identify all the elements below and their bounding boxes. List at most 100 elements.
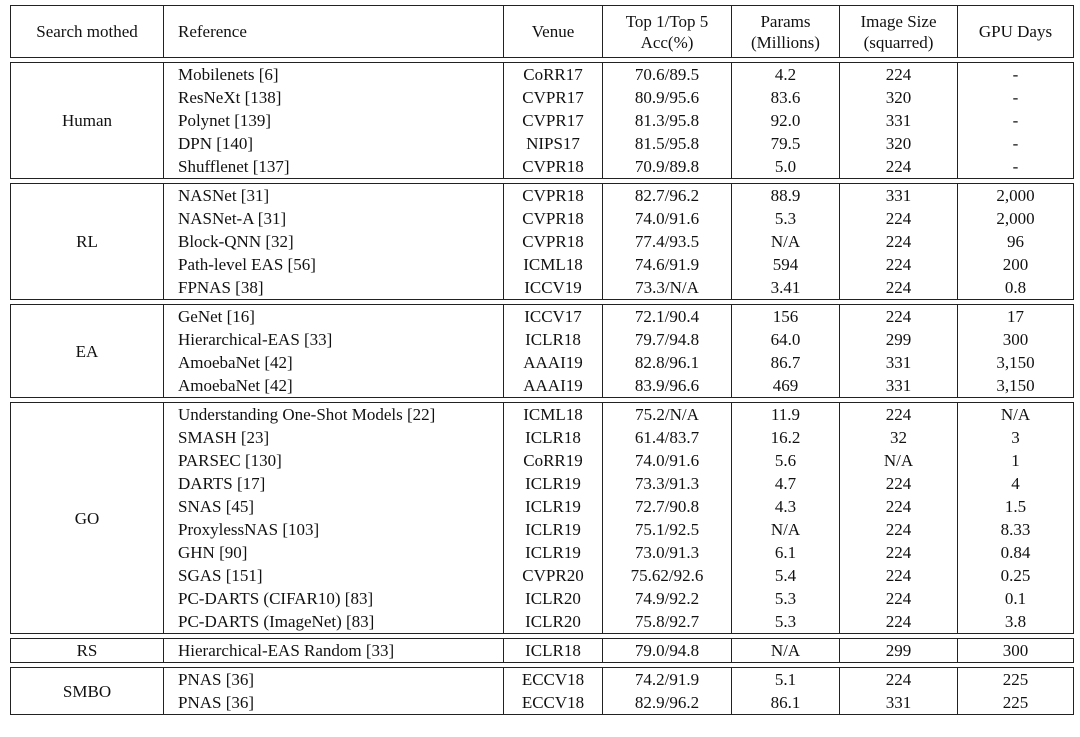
- data-cell: 73.3/N/A: [602, 276, 732, 300]
- data-cell: CoRR17: [503, 62, 603, 86]
- data-cell: 75.8/92.7: [602, 610, 732, 634]
- data-cell: CVPR18: [503, 207, 603, 230]
- reference-cell: Hierarchical-EAS Random [33]: [163, 638, 504, 663]
- data-cell: 74.6/91.9: [602, 253, 732, 276]
- reference-cell: ProxylessNAS [103]: [163, 518, 504, 541]
- data-cell: 72.7/90.8: [602, 495, 732, 518]
- data-cell: 75.1/92.5: [602, 518, 732, 541]
- method-cell: RL: [10, 183, 164, 300]
- data-cell: 320: [839, 86, 958, 109]
- data-cell: 75.62/92.6: [602, 564, 732, 587]
- data-cell: 224: [839, 495, 958, 518]
- table-row: GO Understanding One-Shot Models [22] ICML…: [10, 402, 1074, 634]
- data-cell: -: [957, 132, 1074, 155]
- data-cell: 0.25: [957, 564, 1074, 587]
- header-cell: Search mothed: [10, 5, 164, 58]
- data-cell: 79.0/94.8: [602, 638, 732, 663]
- data-cell: 224: [839, 541, 958, 564]
- data-cell: 224: [839, 230, 958, 253]
- reference-cell: AmoebaNet [42]: [163, 374, 504, 398]
- data-cell: 1.5: [957, 495, 1074, 518]
- data-cell: 469: [731, 374, 840, 398]
- data-cell: -: [957, 86, 1074, 109]
- header-row: Search mothed Reference Venue Top 1/Top 5 Ac…: [10, 5, 1074, 58]
- data-cell: 300: [957, 328, 1074, 351]
- method-cell: EA: [10, 304, 164, 398]
- reference-cell: Understanding One-Shot Models [22]: [163, 402, 504, 426]
- data-cell: 77.4/93.5: [602, 230, 732, 253]
- reference-cell: DARTS [17]: [163, 472, 504, 495]
- header-text: (Millions): [751, 32, 820, 52]
- data-cell: 3: [957, 426, 1074, 449]
- data-cell: 5.0: [731, 155, 840, 179]
- data-cell: 16.2: [731, 426, 840, 449]
- header-table: Search mothed Reference Venue Top 1/Top 5 Ac…: [10, 5, 1074, 58]
- data-cell: -: [957, 109, 1074, 132]
- data-cell: 3,150: [957, 374, 1074, 398]
- data-cell: 224: [839, 667, 958, 691]
- data-cell: 2,000: [957, 183, 1074, 207]
- header-text: Top 1/Top 5: [625, 11, 709, 31]
- reference-cell: AmoebaNet [42]: [163, 351, 504, 374]
- reference-cell: PARSEC [130]: [163, 449, 504, 472]
- data-cell: ICCV19: [503, 276, 603, 300]
- data-cell: 80.9/95.6: [602, 86, 732, 109]
- table-row: SMBO PNAS [36] ECCV18 74.2/91.9 5.1 224 225: [10, 667, 1074, 715]
- data-cell: ECCV18: [503, 667, 603, 691]
- data-cell: 82.9/96.2: [602, 691, 732, 715]
- header-text: Params: [760, 11, 811, 31]
- data-cell: 300: [957, 638, 1074, 663]
- header-cell: Image Size (squarred): [839, 5, 958, 58]
- group-table: GO Understanding One-Shot Models [22] ICML…: [10, 402, 1074, 634]
- table-row: GHN [90] ICLR19 73.0/91.3 6.1 224 0.84: [11, 541, 1074, 564]
- data-cell: ICLR19: [503, 472, 603, 495]
- data-cell: 72.1/90.4: [602, 304, 732, 328]
- table-row: Polynet [139] CVPR17 81.3/95.8 92.0 331-: [11, 109, 1074, 132]
- data-cell: 2,000: [957, 207, 1074, 230]
- header-text: GPU Days: [978, 22, 1053, 41]
- data-cell: 4.3: [731, 495, 840, 518]
- table-row: NASNet-A [31] CVPR18 74.0/91.6 5.3 224 2,000: [11, 207, 1074, 230]
- data-cell: 3.8: [957, 610, 1074, 634]
- header-text: (squarred): [863, 32, 934, 52]
- data-cell: 5.3: [731, 207, 840, 230]
- data-cell: 3.41: [731, 276, 840, 300]
- data-cell: 224: [839, 253, 958, 276]
- data-cell: ICML18: [503, 253, 603, 276]
- reference-cell: SNAS [45]: [163, 495, 504, 518]
- data-cell: 224: [839, 610, 958, 634]
- data-cell: 64.0: [731, 328, 840, 351]
- table-row: DPN [140] NIPS17 81.5/95.8 79.5 320-: [11, 132, 1074, 155]
- data-cell: 4: [957, 472, 1074, 495]
- data-cell: 299: [839, 638, 958, 663]
- data-cell: AAAI19: [503, 374, 603, 398]
- table-row: RS Hierarchical-EAS Random [33] ICLR18 79.0…: [10, 638, 1074, 663]
- data-cell: ICLR19: [503, 495, 603, 518]
- method-cell: Human: [10, 62, 164, 179]
- data-cell: 8.33: [957, 518, 1074, 541]
- table-row: Path-level EAS [56] ICML18 74.6/91.9 594 224…: [11, 253, 1074, 276]
- reference-cell: Block-QNN [32]: [163, 230, 504, 253]
- data-cell: CVPR20: [503, 564, 603, 587]
- header-cell: GPU Days: [957, 5, 1074, 58]
- data-cell: CVPR18: [503, 230, 603, 253]
- group-table: Human Mobilenets [6] CoRR17 70.6/89.5 4.2 224…: [10, 62, 1074, 179]
- data-cell: ICLR19: [503, 541, 603, 564]
- data-cell: 0.1: [957, 587, 1074, 610]
- data-cell: 70.9/89.8: [602, 155, 732, 179]
- data-cell: N/A: [957, 402, 1074, 426]
- header-text: Search mothed: [36, 22, 138, 41]
- data-cell: 83.9/96.6: [602, 374, 732, 398]
- data-cell: 224: [839, 402, 958, 426]
- data-cell: 224: [839, 472, 958, 495]
- table-row: Hierarchical-EAS [33] ICLR18 79.7/94.8 64.0…: [11, 328, 1074, 351]
- reference-cell: PNAS [36]: [163, 691, 504, 715]
- table-row: DARTS [17] ICLR19 73.3/91.3 4.7 224 4: [11, 472, 1074, 495]
- table-row: Shufflenet [137] CVPR18 70.9/89.8 5.0 224-: [11, 155, 1074, 179]
- data-cell: 224: [839, 564, 958, 587]
- data-cell: 594: [731, 253, 840, 276]
- data-cell: 224: [839, 207, 958, 230]
- data-cell: 74.0/91.6: [602, 449, 732, 472]
- table-row: ResNeXt [138] CVPR17 80.9/95.6 83.6 320-: [11, 86, 1074, 109]
- data-cell: 4.7: [731, 472, 840, 495]
